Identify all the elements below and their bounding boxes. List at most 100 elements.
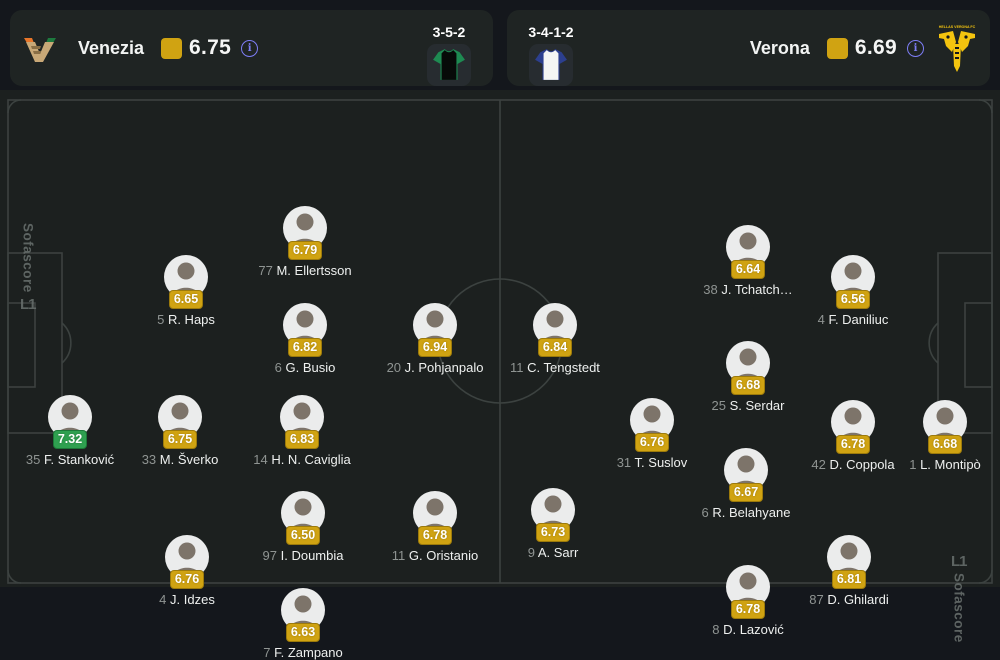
player[interactable]: 6.50 97 I. Doumbia (243, 491, 363, 563)
player[interactable]: 6.75 33 M. Šverko (120, 395, 240, 467)
player[interactable]: 6.82 6 G. Busio (245, 303, 365, 375)
player-rating-badge: 6.84 (537, 338, 573, 357)
verona-logo[interactable]: HELLAS VERONA FC (936, 22, 978, 74)
player[interactable]: 6.78 42 D. Coppola (793, 400, 913, 472)
player-rating-badge: 6.82 (287, 338, 323, 357)
player-rating-badge: 6.81 (831, 570, 867, 589)
home-team-name[interactable]: Venezia (78, 37, 145, 58)
away-rating-color-square (826, 37, 848, 59)
player-name: F. Zampano (274, 645, 343, 660)
player[interactable]: 6.65 5 R. Haps (126, 255, 246, 327)
away-team-card: 3-4-1-2 Verona 6.69 HELLAS VERONA FC (507, 10, 990, 86)
player-rating-badge: 6.76 (634, 433, 670, 452)
player[interactable]: 6.63 7 F. Zampano (243, 588, 363, 660)
player-rating-badge: 6.65 (168, 290, 204, 309)
player-label: 6 G. Busio (275, 360, 336, 375)
player-number: 11 (510, 360, 524, 375)
player-rating-badge: 6.75 (162, 430, 198, 449)
player-label: 14 H. N. Caviglia (253, 452, 351, 467)
player-label: 33 M. Šverko (142, 452, 219, 467)
info-icon[interactable] (907, 39, 924, 57)
player-name: D. Coppola (829, 457, 895, 472)
player[interactable]: 6.76 31 T. Suslov (592, 398, 712, 470)
player-number: 20 (386, 360, 402, 375)
player-number: 8 (712, 622, 720, 637)
player-label: 38 J. Tchatch… (703, 282, 792, 297)
player[interactable]: 7.32 35 F. Stanković (10, 395, 130, 467)
player[interactable]: 6.56 4 F. Daniliuc (793, 255, 913, 327)
player-label: 4 F. Daniliuc (818, 312, 889, 327)
player-label: 11 G. Oristanio (392, 548, 478, 563)
player-rating-badge: 6.68 (730, 376, 766, 395)
player[interactable]: 6.84 11 C. Tengstedt (495, 303, 615, 375)
player-name: C. Tengstedt (527, 360, 600, 375)
player-rating-badge: 6.78 (730, 600, 766, 619)
lineups-header: Venezia 6.75 3-5-2 3-4-1-2 V (0, 0, 1000, 90)
player[interactable]: 6.76 4 J. Idzes (127, 535, 247, 607)
player-name: F. Daniliuc (828, 312, 889, 327)
player-number: 6 (701, 505, 709, 520)
sofascore-watermark-text: Sofascore (20, 223, 36, 293)
player[interactable]: 6.64 38 J. Tchatch… (688, 225, 808, 297)
player-label: 42 D. Coppola (811, 457, 894, 472)
home-formation: 3-5-2 (432, 24, 466, 40)
player-number: 11 (391, 548, 406, 563)
player-name: T. Suslov (634, 455, 688, 470)
home-team-rating: 6.75 (189, 36, 232, 59)
player-number: 38 (703, 282, 718, 297)
player[interactable]: 6.79 77 M. Ellertsson (245, 206, 365, 278)
player-label: 87 D. Ghilardi (809, 592, 889, 607)
player-name: R. Belahyane (712, 505, 791, 520)
player-rating-badge: 6.79 (287, 241, 323, 260)
player-number: 42 (811, 457, 826, 472)
player-name: M. Ellertsson (276, 263, 352, 278)
venezia-logo[interactable] (22, 30, 58, 66)
player[interactable]: 6.81 87 D. Ghilardi (789, 535, 909, 607)
player-name: I. Doumbia (280, 548, 344, 563)
player-number: 25 (711, 398, 726, 413)
player-label: 11 C. Tengstedt (510, 360, 600, 375)
player-label: 20 J. Pohjanpalo (387, 360, 484, 375)
player[interactable]: 6.83 14 H. N. Caviglia (242, 395, 362, 467)
player-label: 77 M. Ellertsson (258, 263, 351, 278)
player-number: 6 (274, 360, 282, 375)
player-label: 25 S. Serdar (711, 398, 784, 413)
verona-crest-caption: HELLAS VERONA FC (939, 25, 976, 29)
player[interactable]: 6.68 25 S. Serdar (688, 341, 808, 413)
player-label: 97 I. Doumbia (263, 548, 344, 563)
player-rating-badge: 6.64 (730, 260, 766, 279)
player-rating-badge: 6.73 (535, 523, 571, 542)
player-label: 7 F. Zampano (263, 645, 343, 660)
player-name: L. Montipò (920, 457, 981, 472)
player-rating-badge: 7.32 (52, 430, 88, 449)
home-team-card: Venezia 6.75 3-5-2 (10, 10, 493, 86)
away-team-name[interactable]: Verona (749, 37, 810, 58)
player-label: 35 F. Stanković (26, 452, 114, 467)
pitch: Sofascore L1 L1 Sofascore 7.32 35 F. Sta… (0, 90, 1000, 660)
player-name: A. Sarr (537, 545, 579, 560)
player-number: 9 (527, 545, 535, 560)
player[interactable]: 6.73 9 A. Sarr (493, 488, 613, 560)
player-rating-badge: 6.67 (728, 483, 764, 502)
player-number: 35 (25, 452, 41, 467)
player-number: 4 (159, 592, 167, 607)
player-rating-badge: 6.78 (417, 526, 453, 545)
player-name: J. Tchatch… (721, 282, 793, 297)
player[interactable]: 6.67 6 R. Belahyane (686, 448, 806, 520)
player-number: 5 (157, 312, 165, 327)
player-label: 4 J. Idzes (159, 592, 215, 607)
player[interactable]: 6.94 20 J. Pohjanpalo (375, 303, 495, 375)
player-number: 87 (809, 592, 824, 607)
player-rating-badge: 6.63 (285, 623, 321, 642)
player-name: S. Serdar (729, 398, 785, 413)
sofascore-logo-icon: L1 (951, 553, 967, 570)
player-number: 97 (262, 548, 277, 563)
away-team-rating: 6.69 (854, 36, 897, 59)
player[interactable]: 6.68 1 L. Montipò (885, 400, 1000, 472)
info-icon[interactable] (241, 39, 259, 57)
player-number: 7 (263, 645, 271, 660)
player[interactable]: 6.78 11 G. Oristanio (375, 491, 495, 563)
player-rating-badge: 6.76 (169, 570, 205, 589)
sofascore-watermark: Sofascore L1 (20, 223, 36, 316)
player-label: 31 T. Suslov (617, 455, 688, 470)
